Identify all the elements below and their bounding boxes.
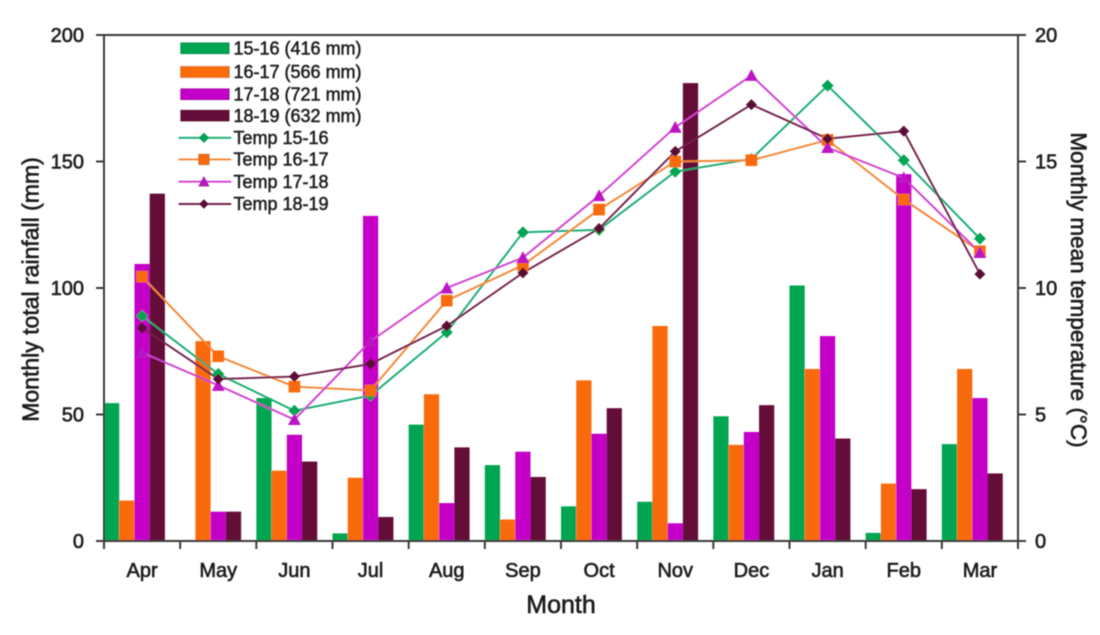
svg-text:Dec: Dec [734,560,770,582]
svg-text:Monthly mean temperature (°C): Monthly mean temperature (°C) [1066,132,1091,447]
svg-text:Aug: Aug [429,560,465,582]
svg-text:18-19 (632 mm): 18-19 (632 mm) [234,106,362,126]
svg-text:Temp 18-19: Temp 18-19 [234,194,329,214]
svg-text:200: 200 [51,25,84,47]
svg-text:Oct: Oct [584,560,616,582]
svg-text:0: 0 [73,531,84,553]
svg-text:Temp 17-18: Temp 17-18 [234,172,329,192]
svg-text:Month: Month [526,591,595,619]
svg-text:10: 10 [1035,278,1057,300]
svg-text:16-17 (566 mm): 16-17 (566 mm) [234,62,362,82]
svg-text:150: 150 [51,152,84,174]
svg-text:Jan: Jan [811,560,843,582]
svg-text:15-16 (416 mm): 15-16 (416 mm) [234,39,362,59]
svg-text:Jun: Jun [278,560,310,582]
svg-text:Sep: Sep [505,560,541,582]
svg-text:Mar: Mar [963,560,998,582]
svg-text:20: 20 [1035,25,1057,47]
svg-text:Feb: Feb [887,560,921,582]
svg-text:0: 0 [1035,531,1046,553]
svg-text:Nov: Nov [657,560,693,582]
svg-text:15: 15 [1035,152,1057,174]
svg-text:Apr: Apr [127,560,158,582]
svg-text:5: 5 [1035,405,1046,427]
svg-text:Monthly total rainfall (mm): Monthly total rainfall (mm) [18,157,44,422]
svg-text:Temp 16-17: Temp 16-17 [234,150,329,170]
svg-text:100: 100 [51,278,84,300]
svg-text:17-18 (721 mm): 17-18 (721 mm) [234,84,362,104]
svg-text:50: 50 [62,405,84,427]
svg-text:Temp 15-16: Temp 15-16 [234,128,329,148]
svg-text:May: May [199,560,237,582]
svg-text:Jul: Jul [358,560,384,582]
